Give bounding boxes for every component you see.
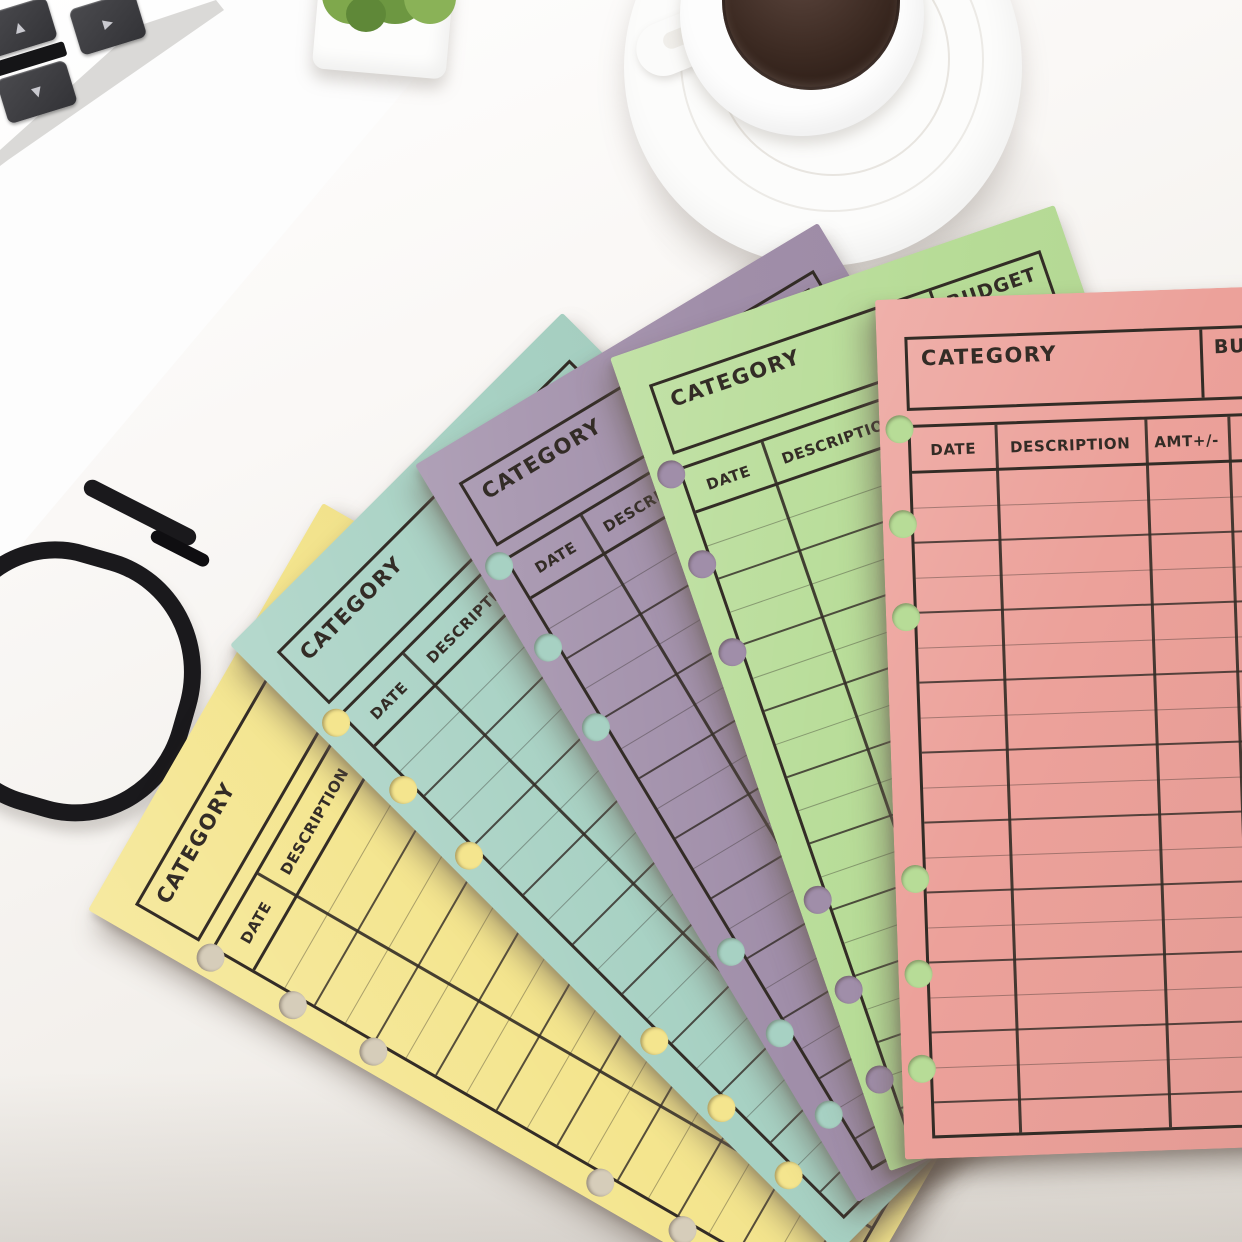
amount-column-header: AMT+/- [1153, 431, 1220, 452]
category-label: CATEGORY [667, 344, 804, 412]
budget-cell: BUDGET [1199, 325, 1242, 398]
succulent-leaf [346, 0, 386, 32]
budget-sheet-pink: CATEGORY BUDGET DATE DESCRIPTION AMT+/- [875, 283, 1242, 1160]
budget-label: BUDGET [1213, 332, 1242, 359]
date-column-header: DATE [930, 439, 977, 460]
ledger-table: DATE DESCRIPTION AMT+/- [907, 410, 1242, 1139]
category-label: CATEGORY [295, 551, 409, 665]
category-label: CATEGORY [477, 413, 607, 505]
description-column-header: DESCRIPTION [1009, 434, 1131, 457]
ledger-rows [912, 459, 1242, 1139]
category-budget-box: CATEGORY BUDGET [904, 322, 1242, 411]
category-label: CATEGORY [920, 341, 1058, 371]
category-label: CATEGORY [151, 778, 241, 908]
